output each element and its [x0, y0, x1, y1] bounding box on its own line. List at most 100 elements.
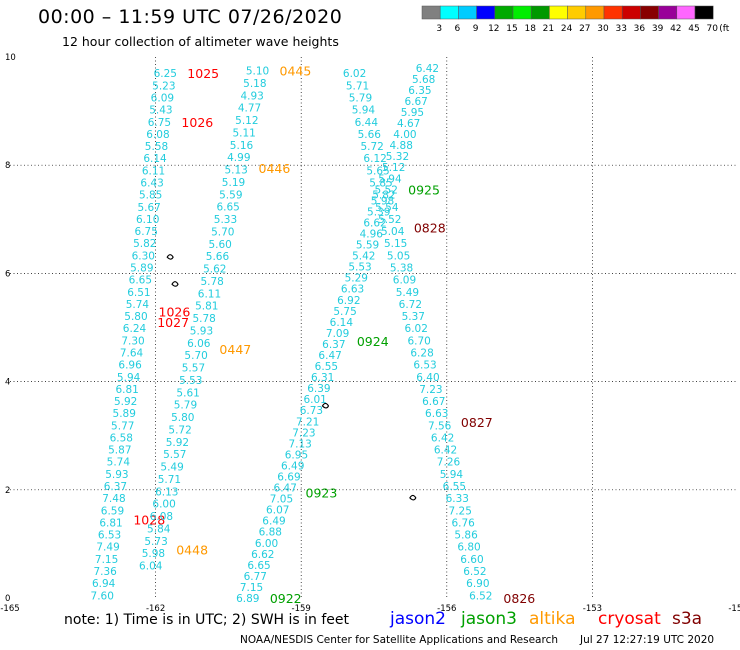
swh-value: 6.42 — [416, 63, 439, 75]
swh-value: 6.11 — [198, 288, 221, 300]
swh-value: 6.76 — [451, 517, 475, 529]
y-tick-label: 10 — [5, 53, 16, 63]
swh-value: 7.30 — [121, 335, 144, 347]
swh-value: 5.39 — [367, 206, 390, 218]
y-tick-label: 2 — [5, 486, 10, 496]
swh-value: 5.89 — [113, 408, 136, 420]
swh-value: 5.72 — [168, 424, 191, 436]
swh-value: 5.98 — [142, 548, 165, 560]
swh-value: 5.93 — [190, 325, 213, 337]
scale-swatch — [694, 5, 714, 20]
swh-value: 5.98 — [371, 195, 394, 207]
swh-value: 7.23 — [419, 384, 442, 396]
swh-value: 6.96 — [118, 360, 142, 372]
swh-value: 6.70 — [407, 335, 430, 347]
swh-value: 7.56 — [428, 420, 452, 432]
swh-value: 6.62 — [251, 549, 274, 561]
swh-value: 7.13 — [288, 438, 311, 450]
swh-value: 6.02 — [343, 68, 366, 80]
swh-value: 6.52 — [463, 566, 486, 578]
swh-value: 5.71 — [346, 80, 369, 92]
swh-value: 5.74 — [126, 299, 150, 311]
swh-value: 7.15 — [95, 554, 118, 566]
swh-value: 5.11 — [232, 127, 255, 139]
swh-value: 5.75 — [333, 306, 356, 318]
swh-value: 6.55 — [315, 361, 338, 373]
swh-value: 6.42 — [431, 432, 454, 444]
swh-value: 4.77 — [238, 103, 261, 115]
swh-value: 4.00 — [393, 129, 416, 141]
swh-value: 6.65 — [216, 202, 239, 214]
swh-value: 6.49 — [281, 460, 304, 472]
swh-value: 6.95 — [285, 449, 308, 461]
scale-label: 33 — [615, 24, 626, 33]
swh-value: 5.57 — [182, 363, 205, 375]
swh-value: 5.94 — [440, 469, 464, 481]
swh-value: 5.65 — [366, 165, 389, 177]
swh-value: 6.11 — [142, 165, 165, 177]
swh-value: 6.63 — [425, 408, 448, 420]
swh-value: 5.52 — [375, 184, 398, 196]
swh-value: 5.93 — [105, 469, 128, 481]
page-subtitle: 12 hour collection of altimeter wave hei… — [62, 34, 339, 49]
swh-value: 5.74 — [107, 457, 131, 469]
swh-value: 5.94 — [117, 372, 141, 384]
swh-value: 6.63 — [341, 284, 364, 296]
swh-value: 6.59 — [101, 505, 124, 517]
swh-value: 5.89 — [130, 262, 153, 274]
swh-value: 6.77 — [244, 571, 267, 583]
swh-value: 5.80 — [124, 311, 147, 323]
swh-value: 5.82 — [133, 238, 156, 250]
swh-value: 5.92 — [166, 437, 189, 449]
swh-value: 6.08 — [150, 511, 173, 523]
swh-value: 7.25 — [449, 505, 472, 517]
swh-value: 5.53 — [179, 375, 202, 387]
swh-value: 7.36 — [93, 566, 117, 578]
time-label-cryosat: 1027 — [157, 315, 189, 330]
swh-value: 6.40 — [416, 372, 439, 384]
swh-value: 5.87 — [108, 445, 131, 457]
time-label-s3a: 0828 — [414, 220, 446, 235]
swh-value: 6.44 — [355, 117, 379, 129]
swh-value: 5.59 — [356, 240, 379, 252]
swh-value: 4.88 — [390, 140, 413, 152]
swh-value: 6.81 — [115, 384, 138, 396]
swh-value: 6.67 — [422, 396, 445, 408]
scale-label: 36 — [634, 24, 646, 33]
swh-value: 7.05 — [270, 494, 293, 506]
x-tick-label: -156 — [437, 604, 456, 614]
scale-label: 15 — [506, 24, 517, 33]
land-contour — [166, 254, 174, 260]
swh-value: 7.48 — [102, 493, 125, 505]
y-tick-label: 0 — [5, 594, 10, 604]
swh-value: 6.49 — [262, 516, 285, 528]
time-label-jason3: 0924 — [357, 334, 389, 349]
swh-value: 5.66 — [206, 251, 230, 263]
scale-label: 9 — [473, 24, 479, 33]
swh-value: 4.93 — [240, 90, 263, 102]
swh-value: 4.67 — [397, 118, 420, 130]
swh-value: 6.10 — [136, 214, 159, 226]
swh-value: 6.92 — [337, 295, 360, 307]
swh-value: 7.23 — [292, 427, 315, 439]
swh-value: 6.33 — [446, 493, 469, 505]
swh-value: 5.18 — [243, 78, 266, 90]
time-label-s3a: 0827 — [461, 415, 493, 430]
swh-value: 5.79 — [349, 93, 372, 105]
scale-label: 12 — [488, 24, 499, 33]
swh-value: 5.43 — [149, 105, 172, 117]
swh-value: 5.62 — [203, 264, 226, 276]
swh-value: 6.35 — [408, 85, 431, 97]
swh-value: 5.71 — [158, 474, 181, 486]
swh-value: 6.55 — [443, 481, 466, 493]
swh-value: 6.07 — [266, 505, 289, 517]
swh-value: 5.73 — [144, 536, 167, 548]
time-label-cryosat: 1025 — [187, 66, 219, 81]
swh-value: 5.04 — [381, 226, 405, 238]
swh-value: 6.89 — [236, 593, 259, 605]
swh-value: 5.86 — [454, 530, 478, 542]
time-label-cryosat: 1026 — [159, 304, 191, 319]
swh-value: 6.42 — [434, 445, 457, 457]
swh-value: 4.96 — [360, 229, 384, 241]
